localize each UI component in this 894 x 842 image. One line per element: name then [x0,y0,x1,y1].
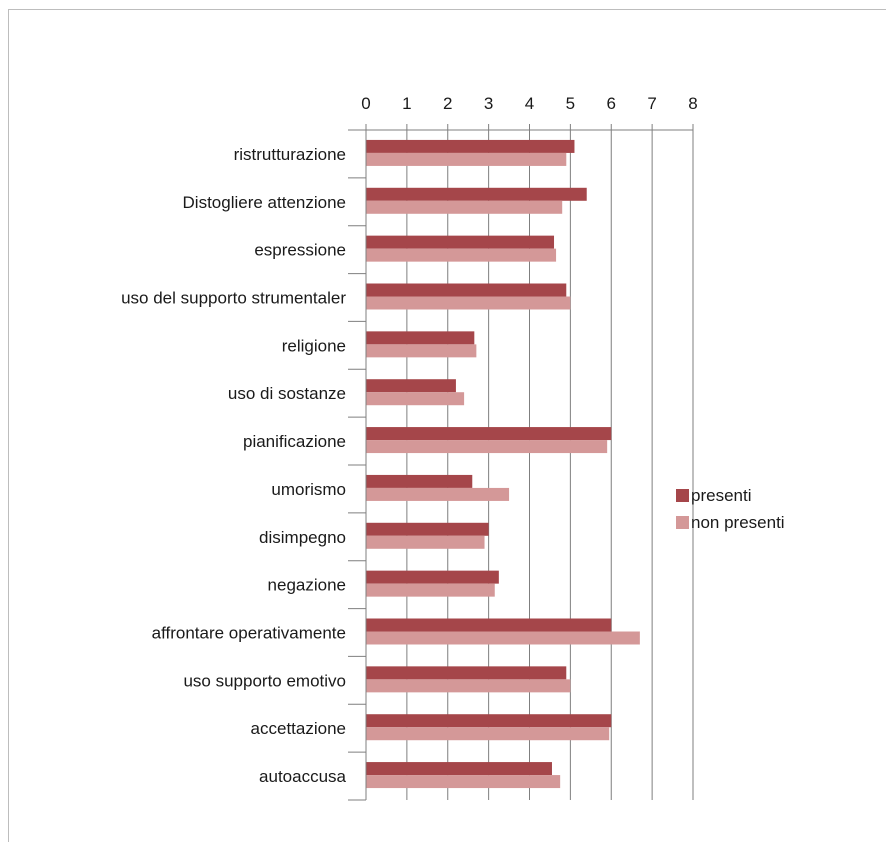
category-label: umorismo [271,480,346,499]
category-label: accettazione [251,719,346,738]
bar-non-presenti [366,679,571,693]
bar-non-presenti [366,487,510,501]
category-label: affrontare operativamente [152,624,346,643]
bar-non-presenti [366,344,477,358]
category-label: religione [282,336,346,355]
legend-label: non presenti [691,513,785,532]
category-label: uso del supporto strumentaler [121,289,346,308]
bar-non-presenti [366,440,608,454]
bar-non-presenti [366,248,557,262]
bar-non-presenti [366,583,495,597]
bar-presenti [366,714,612,728]
bar-presenti [366,187,587,201]
legend: presenti non presenti [676,486,785,532]
bar-presenti [366,522,489,536]
x-tick-label: 8 [688,94,697,113]
bar-presenti [366,618,612,632]
axes: 0 1 2 3 4 5 6 7 8 ristrutturazione Distogliere att… [121,94,698,801]
category-label: uso supporto emotivo [183,671,346,690]
x-tick-label: 3 [484,94,493,113]
x-tick-label: 1 [402,94,411,113]
bar-presenti [366,379,456,393]
bar-presenti [366,139,575,153]
legend-label: presenti [691,486,751,505]
bar-presenti [366,570,499,584]
x-tick-label: 2 [443,94,452,113]
category-label: autoaccusa [259,767,346,786]
category-label: negazione [268,576,346,595]
chart-frame [8,9,886,842]
legend-swatch [676,489,689,502]
bar-presenti [366,666,567,680]
bar-presenti [366,235,555,249]
legend-swatch [676,516,689,529]
bar-presenti [366,474,473,488]
category-label: ristrutturazione [234,145,346,164]
category-label: Distogliere attenzione [183,193,346,212]
gridlines [406,130,694,800]
x-tick-label: 5 [566,94,575,113]
category-label: uso di sostanze [228,384,346,403]
category-label: espressione [254,241,346,260]
bar-non-presenti [366,392,465,406]
bar-presenti [366,283,567,297]
bar-presenti [366,331,475,345]
bars [366,139,640,789]
x-tick-label: 0 [361,94,370,113]
bar-non-presenti [366,727,610,741]
bar-non-presenti [366,775,561,789]
bar-non-presenti [366,535,485,549]
bar-presenti [366,762,552,776]
category-label: disimpegno [259,528,346,547]
bar-non-presenti [366,296,571,310]
x-tick-label: 4 [525,94,534,113]
x-tick-label: 7 [647,94,656,113]
category-label: pianificazione [243,432,346,451]
bar-non-presenti [366,631,640,645]
bar-presenti [366,427,612,441]
x-tick-label: 6 [607,94,616,113]
bar-non-presenti [366,200,563,214]
bar-non-presenti [366,152,567,166]
